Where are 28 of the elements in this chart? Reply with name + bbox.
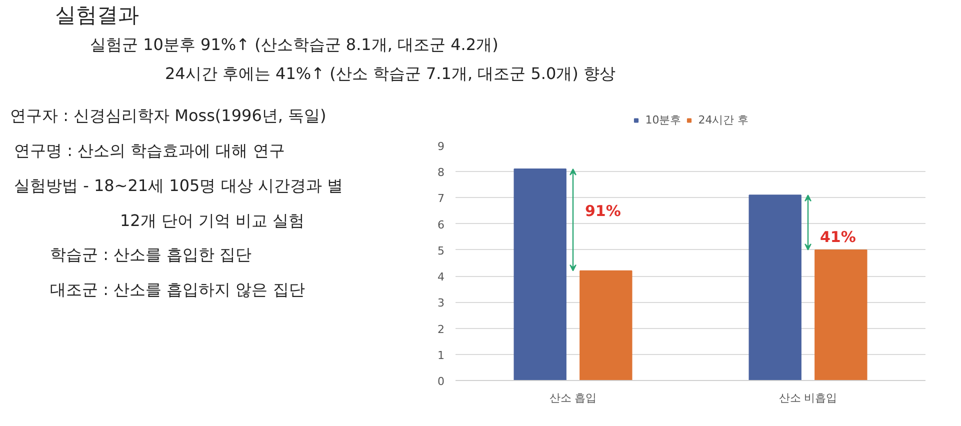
y-tick-label: 5: [438, 244, 444, 258]
x-tick-label: 산소 흡입: [549, 392, 597, 404]
text: 실험결과: [54, 2, 140, 29]
y-tick-label: 6: [438, 218, 444, 232]
y-tick-label: 3: [438, 296, 444, 310]
y-tick-label: 4: [438, 270, 444, 284]
legend-label: 10분후: [645, 112, 682, 128]
text: 실험방법 - 18~21세 105명 대상 시간경과 별: [13, 174, 343, 197]
y-tick-label: 9: [438, 140, 444, 153]
bar: [748, 194, 802, 380]
annotation: 41%: [820, 228, 856, 246]
text: 12개 단어 기억 비교 실험: [119, 210, 306, 232]
legend-label: 24시간 후: [698, 112, 749, 128]
y-tick-label: 0: [438, 375, 444, 388]
y-tick-label: 1: [438, 348, 444, 362]
text: 학습군 : 산소를 흡입한 집단: [49, 244, 253, 266]
text: 연구자 : 신경심리학자 Moss(1996년, 독일): [9, 105, 328, 127]
bar: [580, 270, 632, 380]
annotation: 91%: [585, 202, 621, 220]
y-tick-label: 8: [438, 166, 444, 180]
chart-subtitle: 실험군 10분후 91%↑ (산소학습군 8.1개, 대조군 4.2개) 24시간 후에는 41%↑ (산소 학습군 7.1개, 대조군 5.0개) 향상: [89, 34, 616, 85]
text: 연구명 : 산소의 학습효과에 대해 연구: [13, 140, 286, 162]
y-tick-label: 7: [438, 192, 444, 206]
bar: [814, 249, 868, 380]
text: 대조군 : 산소를 흡입하지 않은 집단: [49, 279, 306, 302]
y-tick-label: 2: [438, 322, 444, 336]
x-tick-label: 산소 비흡입: [778, 392, 838, 404]
bar: [514, 168, 566, 380]
